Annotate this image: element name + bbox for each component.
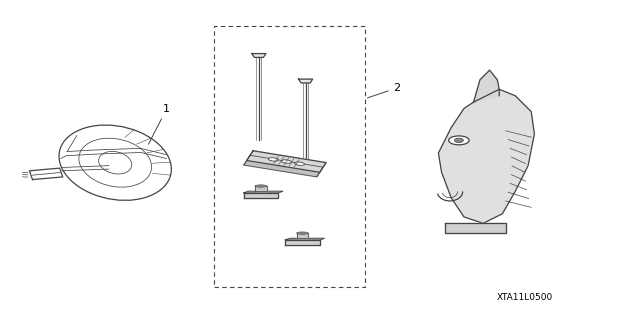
- Polygon shape: [255, 186, 267, 191]
- Ellipse shape: [297, 232, 308, 234]
- Polygon shape: [445, 223, 506, 233]
- Polygon shape: [244, 155, 323, 177]
- Polygon shape: [285, 240, 320, 245]
- Polygon shape: [244, 193, 278, 198]
- Ellipse shape: [268, 158, 278, 161]
- Polygon shape: [244, 191, 283, 193]
- Polygon shape: [438, 89, 534, 223]
- Polygon shape: [298, 79, 313, 83]
- Polygon shape: [297, 233, 308, 238]
- Polygon shape: [252, 54, 266, 57]
- Text: 2: 2: [367, 83, 401, 98]
- Ellipse shape: [259, 186, 263, 187]
- Polygon shape: [246, 151, 326, 172]
- Text: XTA11L0500: XTA11L0500: [497, 293, 553, 302]
- Ellipse shape: [300, 233, 305, 234]
- Ellipse shape: [282, 160, 291, 163]
- Ellipse shape: [449, 136, 469, 145]
- Circle shape: [454, 138, 463, 143]
- Ellipse shape: [294, 162, 305, 165]
- Text: 1: 1: [148, 104, 170, 144]
- Ellipse shape: [255, 185, 267, 187]
- Polygon shape: [285, 238, 324, 240]
- Polygon shape: [474, 70, 499, 102]
